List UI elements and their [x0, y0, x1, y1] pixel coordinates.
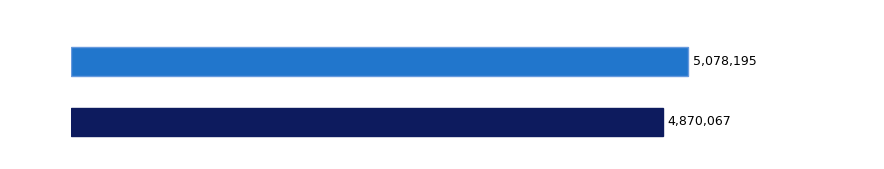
Bar — [71, 107, 663, 136]
Text: 4,870,067: 4,870,067 — [667, 115, 731, 128]
Bar — [71, 47, 688, 76]
Text: 5,078,195: 5,078,195 — [693, 55, 757, 68]
